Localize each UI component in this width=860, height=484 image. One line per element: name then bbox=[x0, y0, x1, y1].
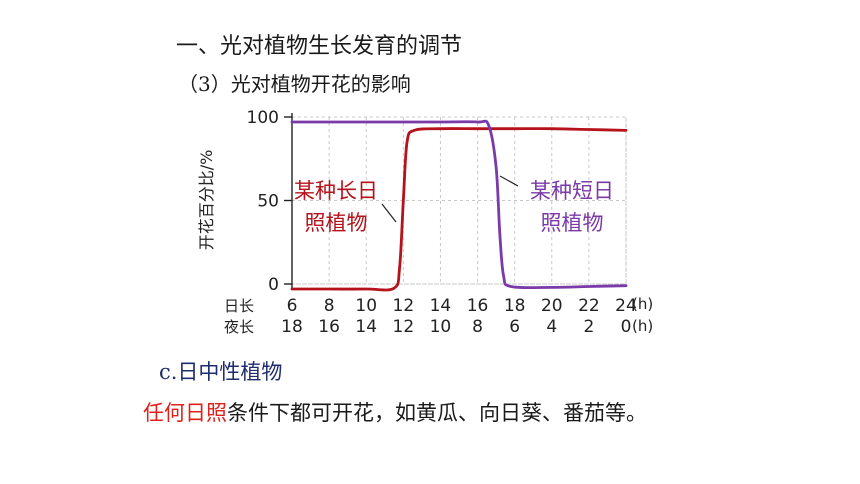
page-subtitle: （3）光对植物开花的影响 bbox=[178, 72, 411, 96]
y-tick-label: 0 bbox=[268, 275, 279, 295]
description-text: 条件下都可开花，如黄瓜、向日葵、番茄等。 bbox=[227, 401, 647, 425]
night-tick-label: 18 bbox=[281, 317, 303, 337]
leader-line bbox=[381, 203, 397, 223]
night-tick-label: 4 bbox=[546, 317, 557, 337]
series-label-line: 某种长日 bbox=[294, 179, 378, 203]
day-tick-label: 6 bbox=[287, 296, 298, 316]
night-tick-label: 16 bbox=[318, 317, 340, 337]
page-title: 一、光对植物生长发育的调节 bbox=[176, 34, 463, 59]
section-label: c.日中性植物 bbox=[159, 360, 283, 384]
series-label-line: 照植物 bbox=[305, 211, 368, 235]
day-tick-label: 12 bbox=[393, 296, 415, 316]
day-tick-label: 18 bbox=[504, 296, 526, 316]
night-tick-label: 2 bbox=[583, 317, 594, 337]
y-axis-label: 开花百分比/% bbox=[197, 150, 216, 251]
short-day-plant-line bbox=[290, 119, 628, 290]
series-label-line: 某种短日 bbox=[530, 179, 614, 203]
y-tick-label: 100 bbox=[247, 108, 279, 128]
day-tick-label: 20 bbox=[541, 296, 563, 316]
day-tick-label: 14 bbox=[430, 296, 452, 316]
long-day-plant-line bbox=[290, 127, 628, 292]
y-tick-label: 50 bbox=[257, 192, 279, 212]
night-unit-label: (h) bbox=[632, 317, 653, 335]
day-tick-label: 8 bbox=[324, 296, 335, 316]
night-tick-label: 10 bbox=[430, 317, 452, 337]
night-tick-label: 0 bbox=[621, 317, 632, 337]
chart-axes: 050100开花百分比/%日长夜长61881610141212141016818… bbox=[197, 108, 653, 337]
leader-line bbox=[499, 175, 519, 187]
night-length-label: 夜长 bbox=[224, 318, 254, 336]
night-tick-label: 8 bbox=[472, 317, 483, 337]
series-label-line: 照植物 bbox=[541, 211, 604, 235]
day-tick-label: 16 bbox=[467, 296, 489, 316]
night-tick-label: 12 bbox=[393, 317, 415, 337]
highlight-text: 任何日照 bbox=[143, 401, 227, 425]
day-tick-label: 22 bbox=[578, 296, 600, 316]
day-tick-label: 24 bbox=[615, 296, 637, 316]
chart-series bbox=[290, 119, 628, 292]
day-tick-label: 10 bbox=[355, 296, 377, 316]
night-tick-label: 14 bbox=[355, 317, 377, 337]
night-tick-label: 6 bbox=[509, 317, 520, 337]
day-unit-label: (h) bbox=[632, 295, 653, 313]
section-description: 任何日照条件下都可开花，如黄瓜、向日葵、番茄等。 bbox=[143, 397, 647, 427]
day-length-label: 日长 bbox=[224, 297, 254, 315]
